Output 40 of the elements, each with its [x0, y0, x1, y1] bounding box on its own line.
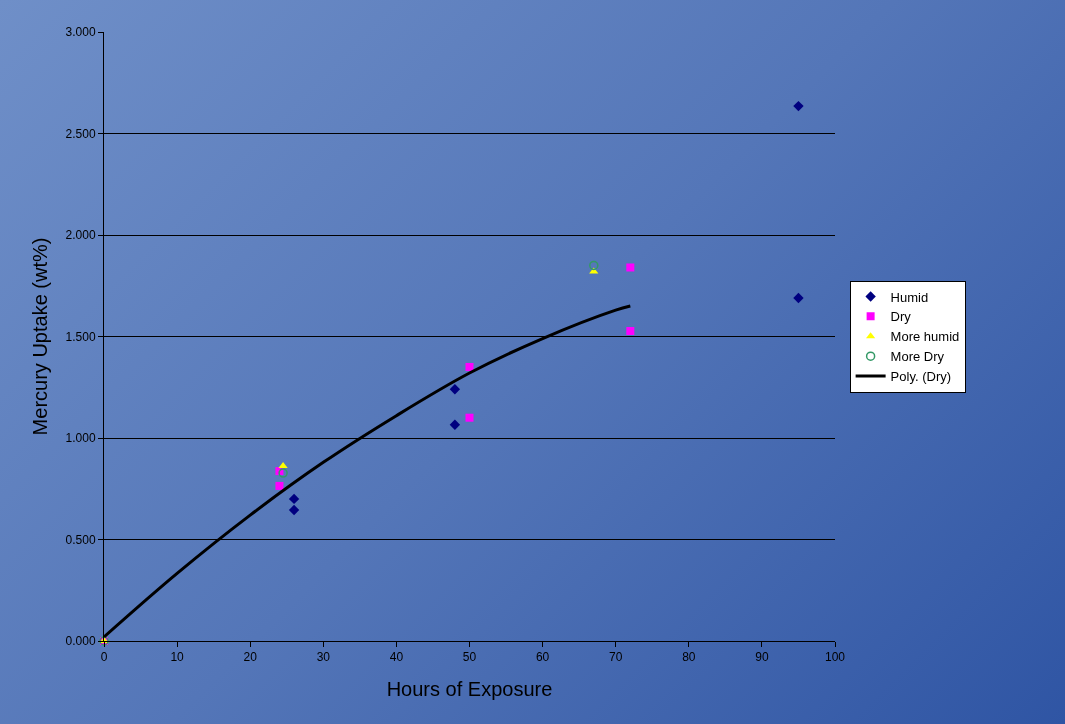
- x-tick-label: 60: [535, 650, 550, 665]
- y-tick-label: 2.000: [65, 228, 96, 243]
- point: [465, 362, 474, 371]
- legend-label: Dry: [890, 309, 912, 325]
- x-tick-label: 0: [100, 650, 108, 665]
- legend-label: More humid: [890, 329, 960, 345]
- x-tick-label: 70: [609, 650, 623, 665]
- x-tick-label: 90: [755, 650, 769, 665]
- y-axis-title: Mercury Uptake (wt%): [29, 237, 52, 436]
- y-tick-label: 1.000: [65, 431, 96, 446]
- point: [275, 481, 284, 490]
- point: [465, 413, 474, 422]
- point: [589, 267, 599, 274]
- y-tick-label: 3.000: [65, 25, 96, 40]
- y-tick-label: 0.500: [65, 532, 96, 547]
- legend-label: Humid: [890, 289, 929, 305]
- point: [449, 419, 461, 431]
- x-tick-label: 20: [243, 650, 258, 665]
- legend-label: More Dry: [890, 349, 945, 365]
- point: [793, 292, 804, 304]
- point: [288, 504, 300, 516]
- point: [793, 100, 804, 112]
- x-tick-label: 100: [824, 650, 846, 665]
- point: [449, 384, 461, 395]
- y-tick-label: 0.000: [65, 634, 96, 649]
- y-tick-label: 2.500: [65, 126, 96, 141]
- x-tick-label: 10: [170, 650, 185, 665]
- x-tick-label: 50: [462, 650, 477, 665]
- point: [278, 468, 288, 478]
- legend-label: Poly. (Dry): [890, 369, 952, 385]
- x-tick-label: 30: [316, 650, 331, 665]
- point: [278, 462, 288, 469]
- point: [626, 263, 635, 272]
- x-axis-title: Hours of Exposure: [386, 677, 553, 700]
- y-tick-label: 1.500: [65, 329, 96, 344]
- point: [626, 327, 635, 336]
- x-tick-label: 80: [682, 650, 696, 665]
- x-tick-label: 40: [389, 650, 404, 665]
- point: [288, 493, 300, 505]
- point: [589, 260, 599, 271]
